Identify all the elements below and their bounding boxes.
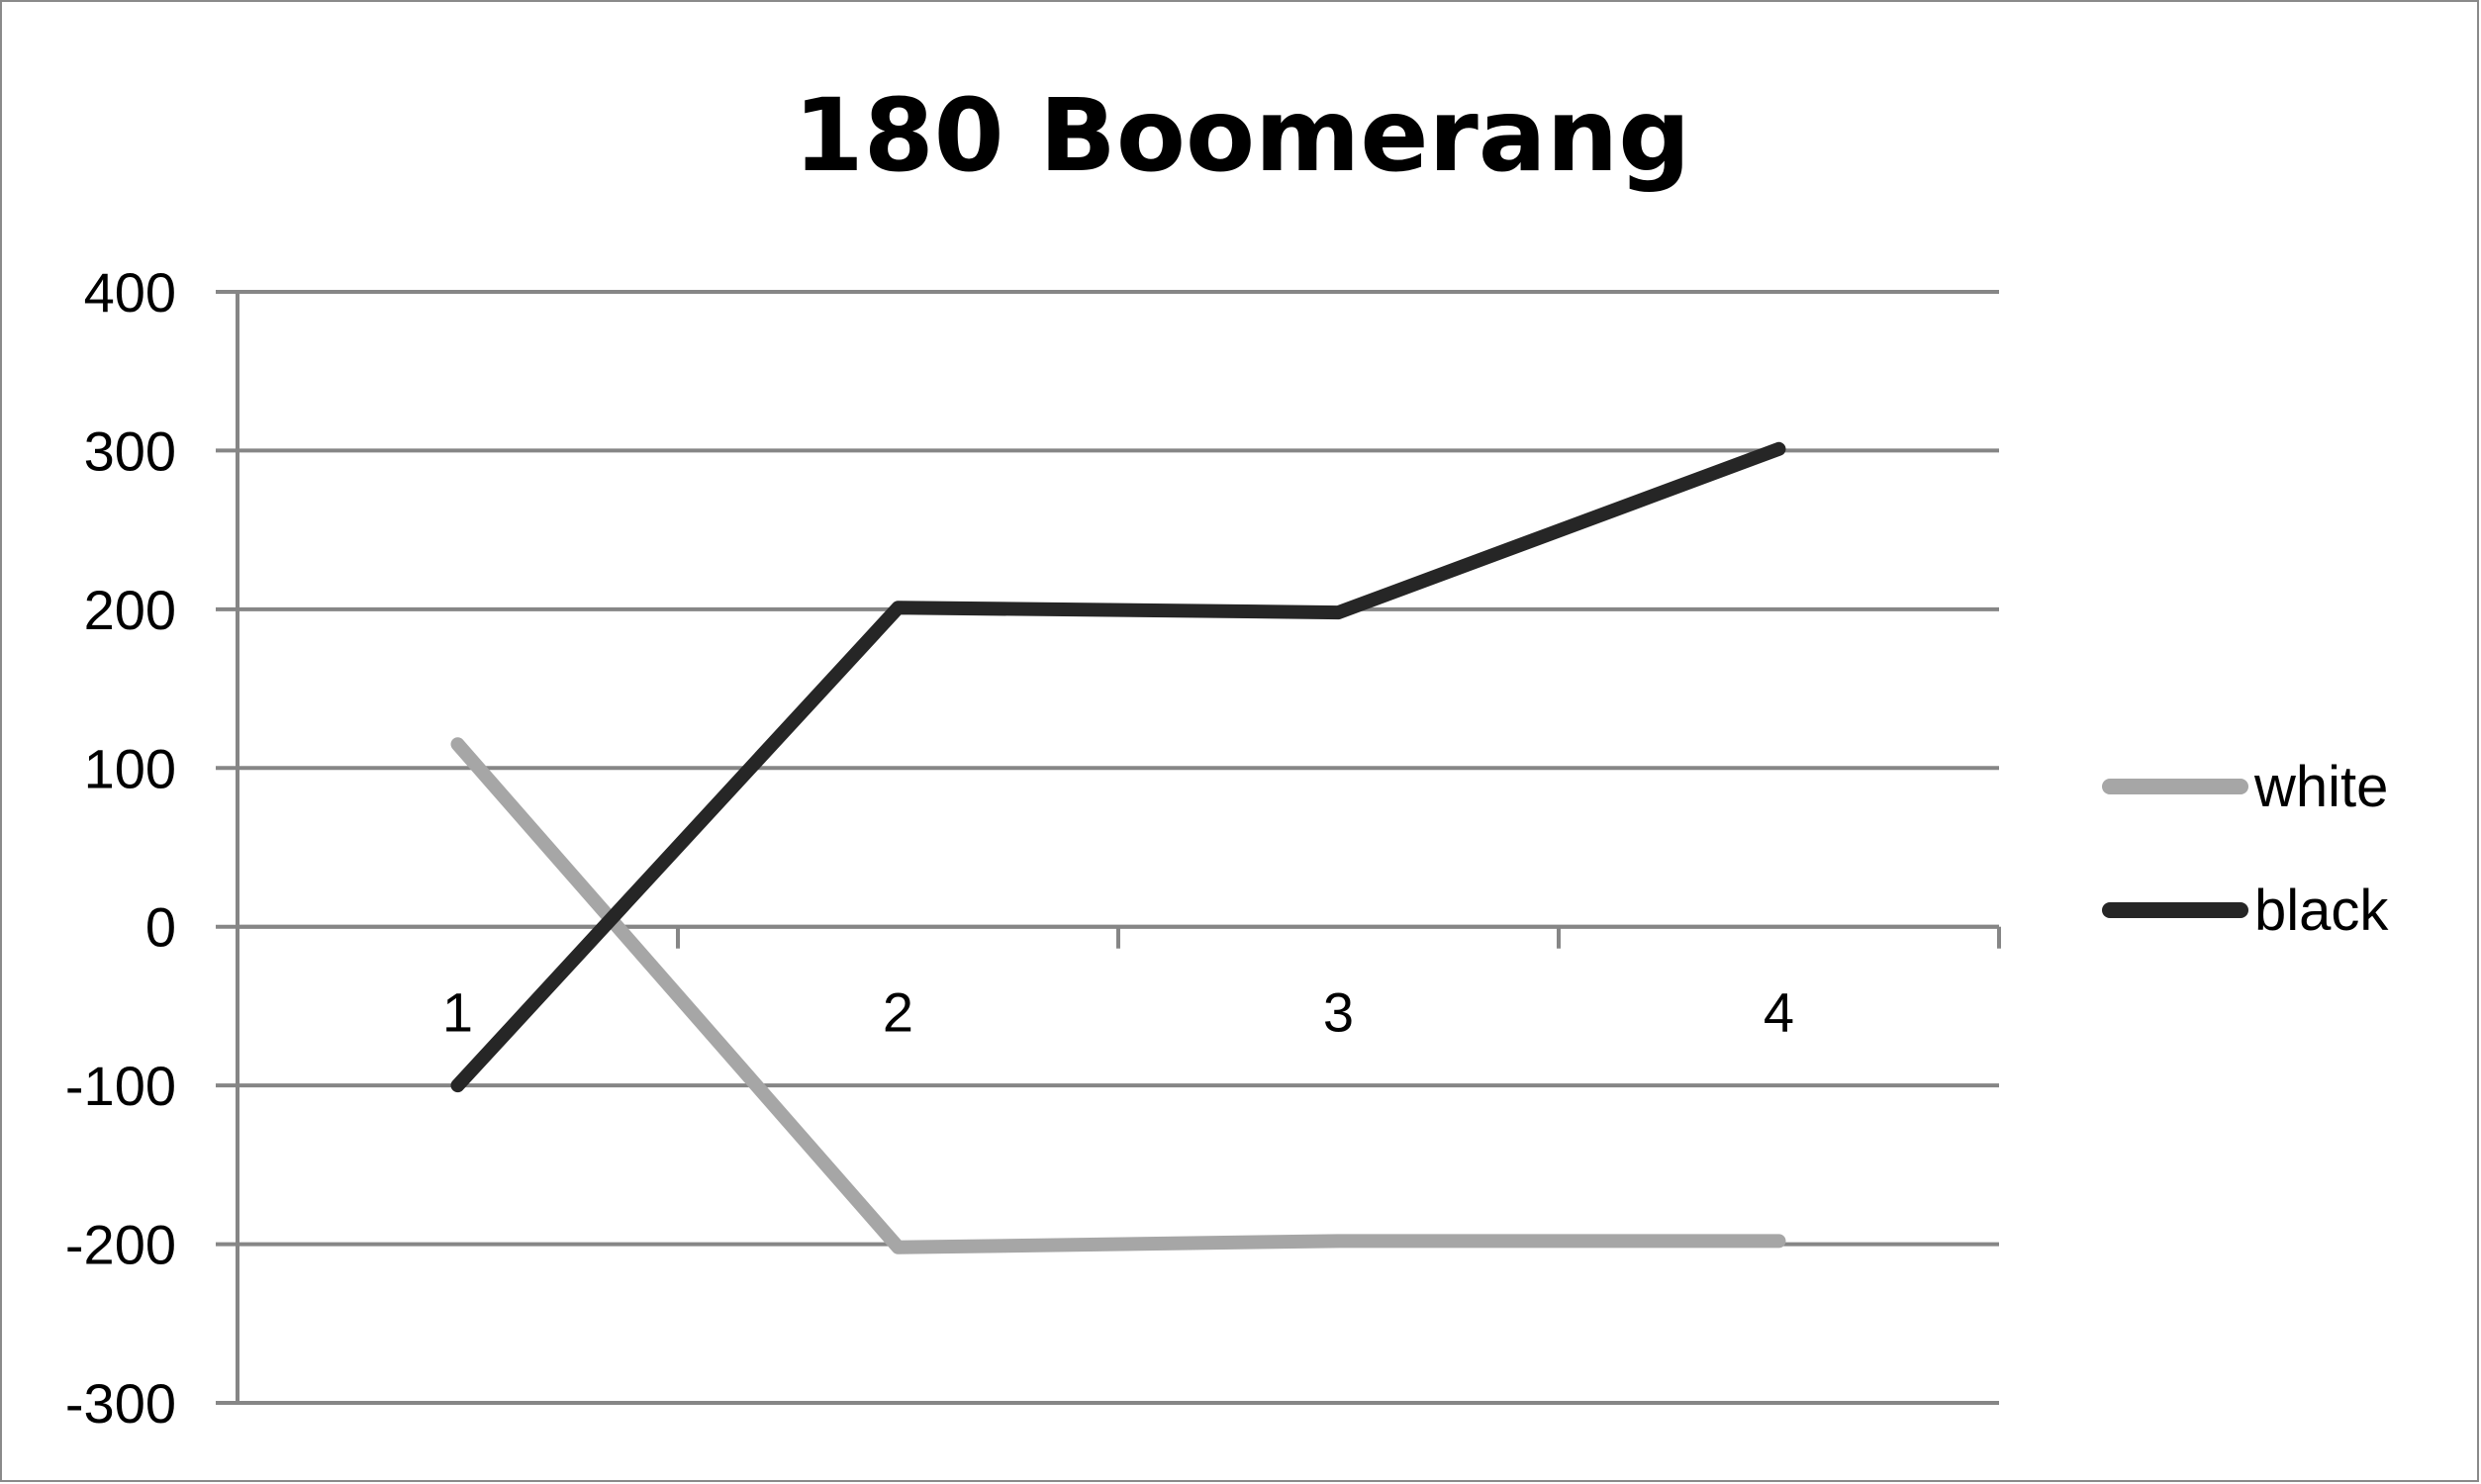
data-point-black	[1777, 447, 1780, 450]
legend-label-white: white	[2253, 755, 2388, 819]
y-tick-label: -300	[65, 1372, 176, 1435]
chart-title: 180 Boomerang	[794, 77, 1691, 195]
data-point-white	[1337, 1240, 1340, 1243]
x-tick-label: 3	[1323, 981, 1354, 1044]
series-line-black	[450, 441, 1786, 1093]
axes	[236, 292, 2001, 1403]
y-tick-label: 0	[145, 896, 176, 959]
y-tick-label: 200	[84, 579, 176, 641]
x-tick-label: 2	[883, 981, 913, 1044]
data-point-black	[897, 606, 900, 609]
y-tick-label: 100	[84, 737, 176, 799]
data-point-white	[456, 743, 459, 746]
y-tick-label: 400	[84, 261, 176, 324]
data-point-black	[1337, 611, 1340, 614]
legend: white black	[2102, 755, 2389, 943]
series-lines	[450, 441, 1786, 1254]
data-point-black	[456, 1084, 459, 1087]
legend-label-black: black	[2254, 879, 2389, 943]
x-tick-labels: 1 2 3 4	[442, 981, 1794, 1044]
data-point-white	[1777, 1240, 1780, 1243]
x-tick-label: 1	[442, 981, 473, 1044]
y-tick-label: -200	[65, 1214, 176, 1276]
y-tick-label: 300	[84, 419, 176, 482]
data-point-white	[897, 1246, 900, 1249]
y-tick-labels: 400 300 200 100 0 -100 -200 -300	[65, 261, 176, 1435]
series-line-white	[450, 737, 1786, 1254]
x-tick-label: 4	[1764, 981, 1794, 1044]
y-tick-label: -100	[65, 1055, 176, 1117]
